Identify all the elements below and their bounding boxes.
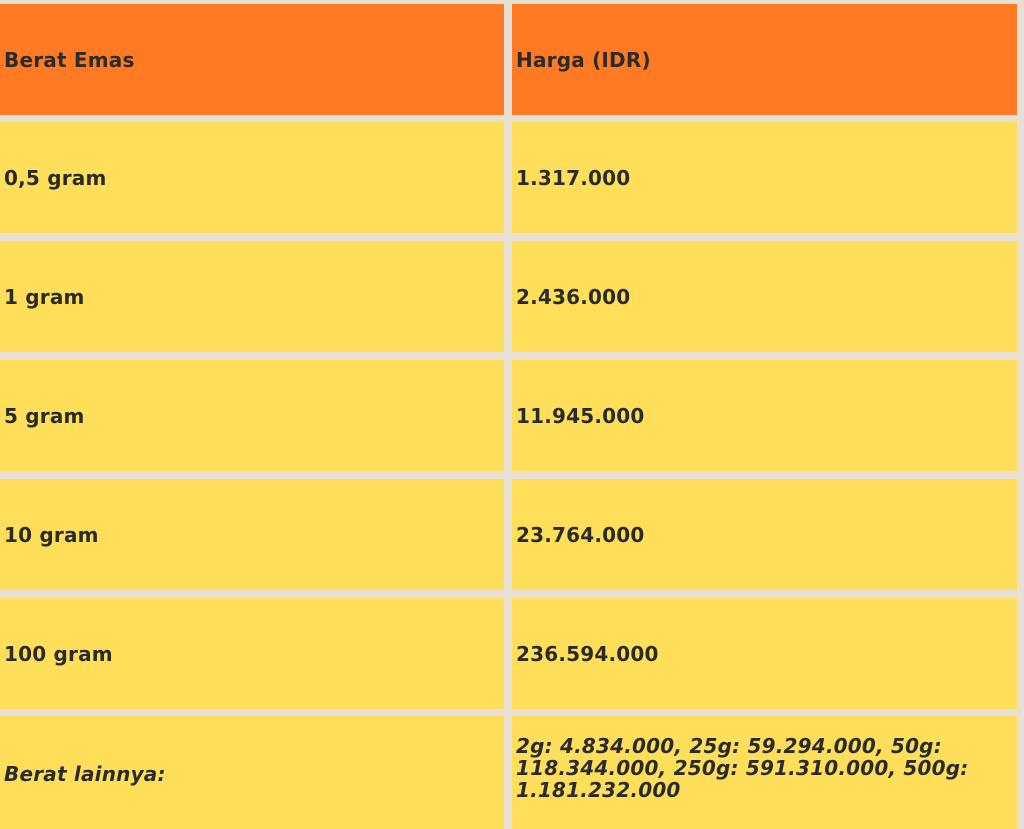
table-row: 10 gram 23.764.000 bbox=[0, 479, 1024, 590]
row-price: 23.764.000 bbox=[512, 479, 1017, 590]
table-row: 5 gram 11.945.000 bbox=[0, 360, 1024, 471]
other-weights-prices: 2g: 4.834.000, 25g: 59.294.000, 50g: 118… bbox=[512, 716, 1017, 829]
row-price: 236.594.000 bbox=[512, 598, 1017, 709]
row-weight: 5 gram bbox=[0, 360, 504, 471]
row-weight: 10 gram bbox=[0, 479, 504, 590]
table-row: 100 gram 236.594.000 bbox=[0, 598, 1024, 709]
table-row-other-weights: Berat lainnya: 2g: 4.834.000, 25g: 59.29… bbox=[0, 716, 1024, 829]
row-weight: 1 gram bbox=[0, 241, 504, 352]
table-header-row: Berat Emas Harga (IDR) bbox=[0, 4, 1024, 115]
row-price: 11.945.000 bbox=[512, 360, 1017, 471]
row-weight: 0,5 gram bbox=[0, 122, 504, 233]
row-weight: 100 gram bbox=[0, 598, 504, 709]
row-price: 2.436.000 bbox=[512, 241, 1017, 352]
other-weights-label: Berat lainnya: bbox=[0, 716, 504, 829]
other-prices-line: 2g: 4.834.000, 25g: 59.294.000, 50g: bbox=[516, 734, 942, 758]
row-price: 1.317.000 bbox=[512, 122, 1017, 233]
table-row: 0,5 gram 1.317.000 bbox=[0, 122, 1024, 233]
other-prices-line: 118.344.000, 250g: 591.310.000, 500g: bbox=[516, 756, 969, 780]
header-weight: Berat Emas bbox=[0, 4, 504, 115]
table-row: 1 gram 2.436.000 bbox=[0, 241, 1024, 352]
header-price: Harga (IDR) bbox=[512, 4, 1017, 115]
other-prices-line: 1.181.232.000 bbox=[516, 778, 681, 802]
